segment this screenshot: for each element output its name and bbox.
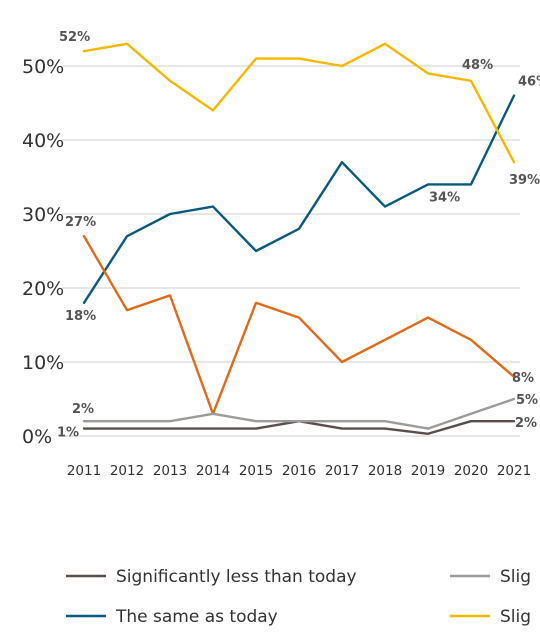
y-axis-ticks: 0% 10% 20% 30% 40% 50% 60% (22, 0, 64, 448)
gridlines (62, 65, 520, 437)
x-tick-label: 2011 (67, 463, 101, 479)
data-label: 2% (515, 416, 537, 431)
data-label: 52% (59, 30, 90, 45)
y-tick-label: 40% (22, 130, 64, 152)
series-line (82, 420, 516, 435)
legend-label: Slig (500, 607, 531, 627)
legend-label: Significantly less than today (116, 567, 357, 587)
y-tick-label: 10% (22, 352, 64, 374)
data-label: 46% (518, 75, 540, 90)
legend-label: The same as today (115, 607, 278, 627)
x-axis-ticks: 2011 2012 2013 2014 2015 2016 2017 2018 2019 2020… (67, 463, 531, 479)
x-tick-label: 2019 (411, 463, 445, 479)
y-tick-label: 50% (22, 56, 64, 78)
data-label: 18% (65, 309, 96, 324)
legend: Significantly less than today Slig The sam… (66, 567, 531, 627)
data-labels: 52% 48% 39% 46% 34% 18% 27% 8% 5% 2% 2% 1% (57, 30, 540, 440)
x-tick-label: 2021 (497, 463, 531, 479)
x-tick-label: 2013 (153, 463, 187, 479)
series-line (82, 42, 516, 164)
x-tick-label: 2020 (454, 463, 488, 479)
y-tick-label: 60% (22, 0, 64, 4)
y-tick-label: 20% (22, 278, 64, 300)
data-label: 1% (57, 426, 79, 441)
series-line (82, 234, 516, 415)
data-label: 34% (429, 190, 460, 205)
x-tick-label: 2014 (196, 463, 230, 479)
y-tick-label: 30% (22, 204, 64, 226)
x-tick-label: 2012 (110, 463, 144, 479)
x-tick-label: 2018 (368, 463, 402, 479)
x-tick-label: 2016 (282, 463, 316, 479)
series-line (82, 94, 516, 304)
x-tick-label: 2017 (325, 463, 359, 479)
data-label: 39% (509, 173, 540, 188)
data-label: 27% (65, 215, 96, 230)
series-lines (82, 42, 516, 435)
legend-label: Slig (500, 567, 531, 587)
data-label: 5% (516, 393, 538, 408)
y-tick-label: 0% (22, 426, 52, 448)
x-tick-label: 2015 (239, 463, 273, 479)
data-label: 48% (462, 58, 493, 73)
series-line (82, 397, 516, 430)
data-label: 8% (512, 371, 534, 386)
data-label: 2% (72, 402, 94, 417)
